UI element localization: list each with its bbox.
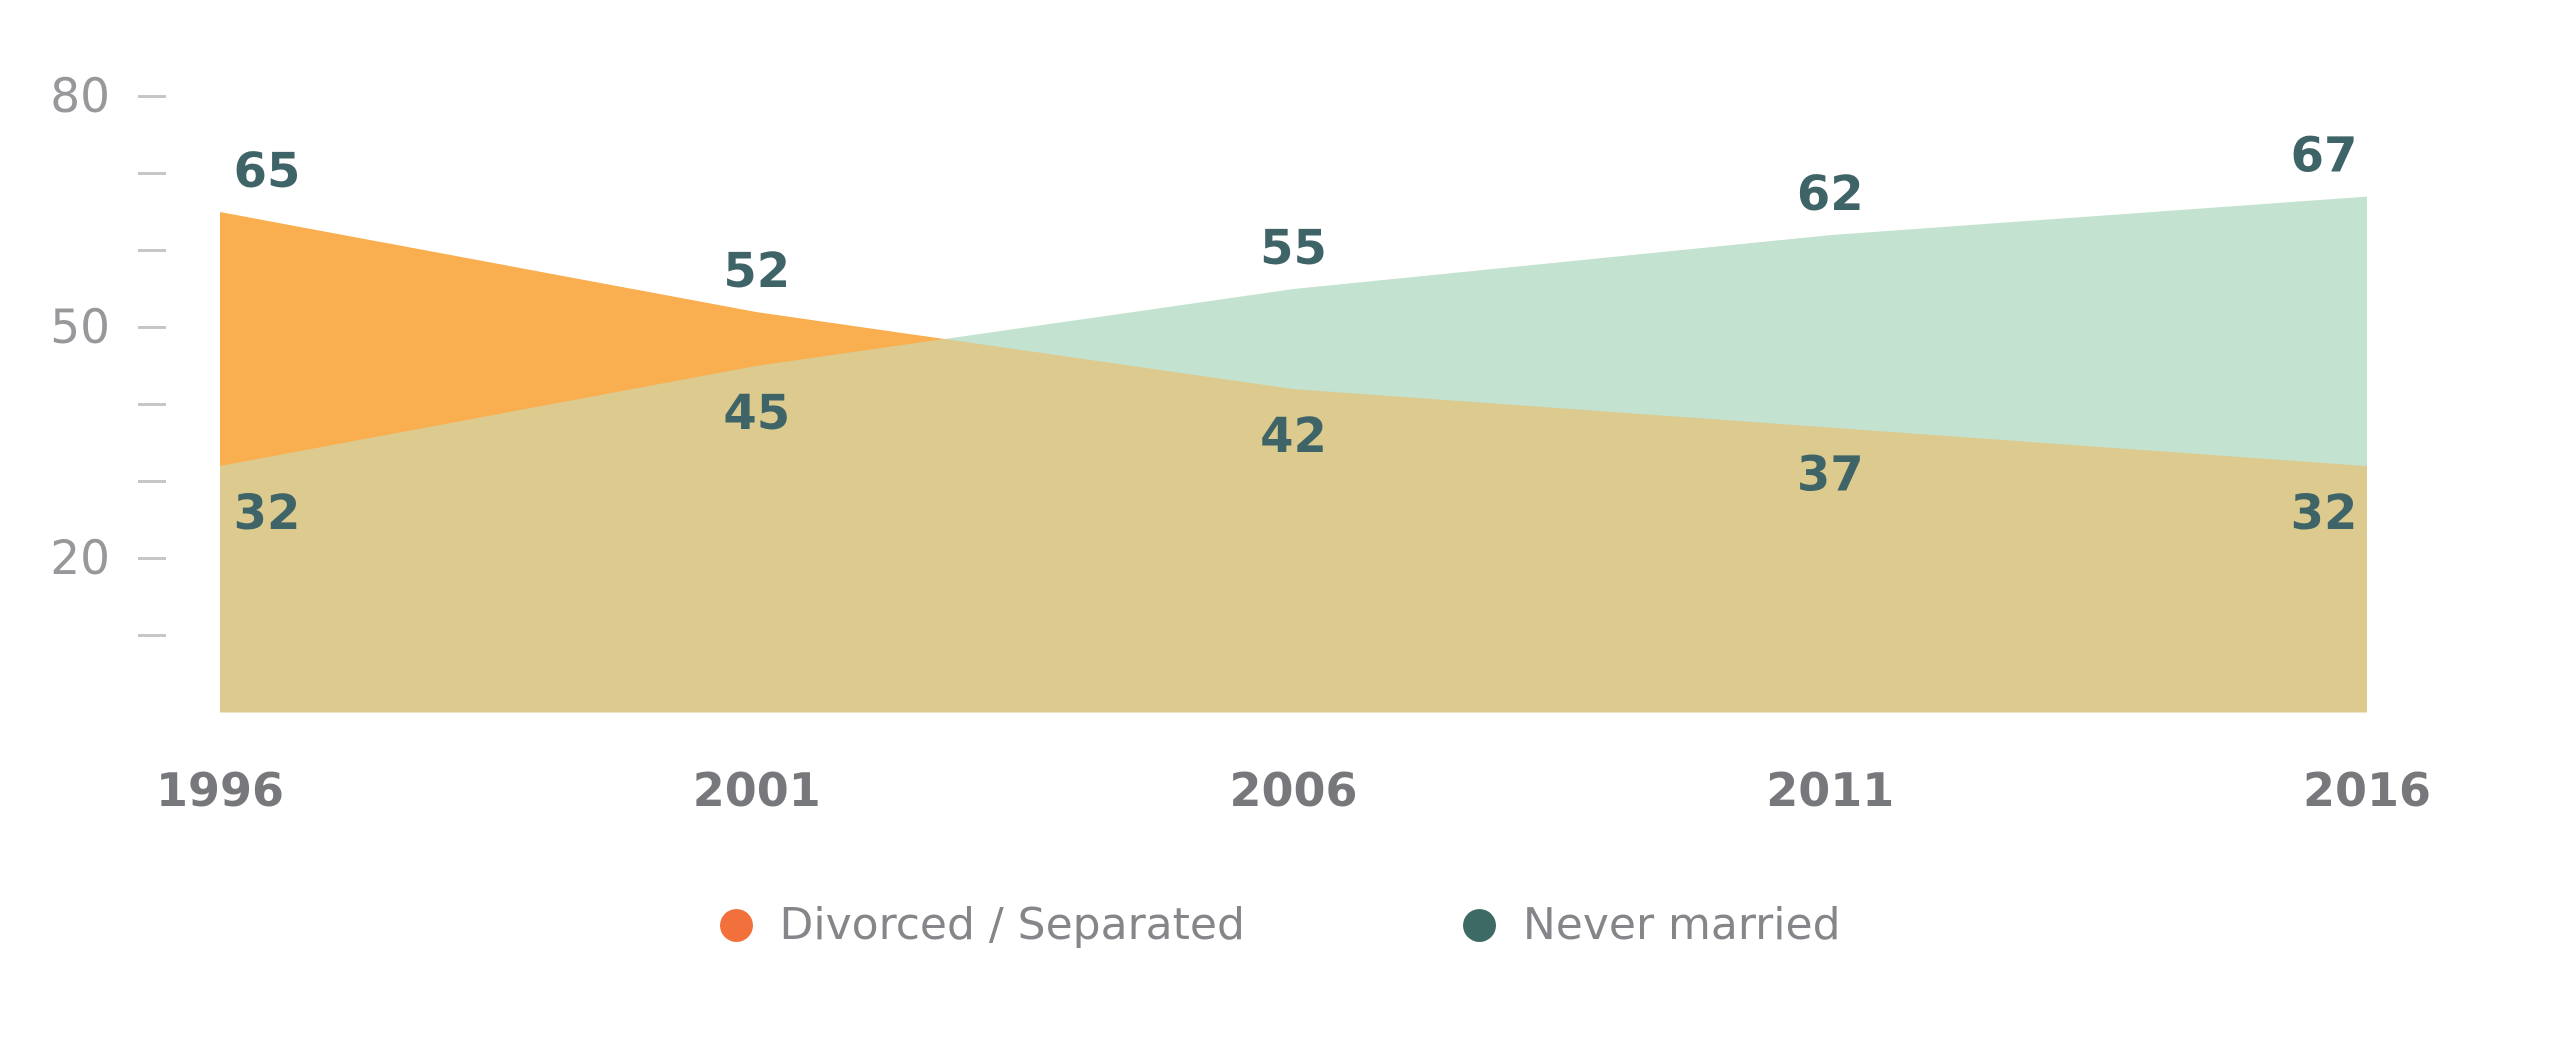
legend-dot-never-married-icon xyxy=(1462,908,1496,942)
x-axis-label-1996: 1996 xyxy=(156,763,284,817)
data-label-top: 52 xyxy=(723,243,790,299)
legend-label-never-married: Never married xyxy=(1522,899,1841,950)
y-axis-label: 50 xyxy=(50,300,110,355)
legend-label-divorced-separated: Divorced / Separated xyxy=(779,899,1245,950)
data-label-bottom: 32 xyxy=(234,485,301,541)
data-label-top: 55 xyxy=(1260,220,1327,276)
y-axis-label: 80 xyxy=(50,69,110,124)
y-axis-label: 20 xyxy=(50,531,110,586)
area-overlap xyxy=(220,339,2367,713)
x-axis-label-2001: 2001 xyxy=(693,763,821,817)
x-axis-label-2011: 2011 xyxy=(1766,763,1894,817)
legend-dot-divorced-separated-icon xyxy=(719,908,753,942)
data-label-top: 67 xyxy=(2291,128,2358,184)
data-label-bottom: 32 xyxy=(2291,485,2358,541)
x-axis-label-2016: 2016 xyxy=(2303,763,2431,817)
legend-item-divorced-separated: Divorced / Separated xyxy=(719,899,1245,950)
data-label-bottom: 37 xyxy=(1797,447,1864,503)
data-label-bottom: 42 xyxy=(1260,408,1327,464)
data-label-bottom: 45 xyxy=(723,385,790,441)
data-label-top: 62 xyxy=(1797,166,1864,222)
x-axis-label-2006: 2006 xyxy=(1229,763,1357,817)
legend: Divorced / Separated Never married xyxy=(0,903,2560,947)
legend-item-never-married: Never married xyxy=(1462,899,1841,950)
data-label-top: 65 xyxy=(234,143,301,199)
